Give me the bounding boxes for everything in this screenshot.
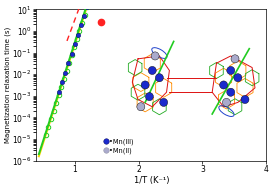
Legend: •Mn(III), •Mn(II): •Mn(III), •Mn(II) (105, 139, 134, 154)
X-axis label: 1/T (K⁻¹): 1/T (K⁻¹) (133, 176, 169, 185)
Y-axis label: Magnetization relaxation time (s): Magnetization relaxation time (s) (4, 27, 11, 143)
